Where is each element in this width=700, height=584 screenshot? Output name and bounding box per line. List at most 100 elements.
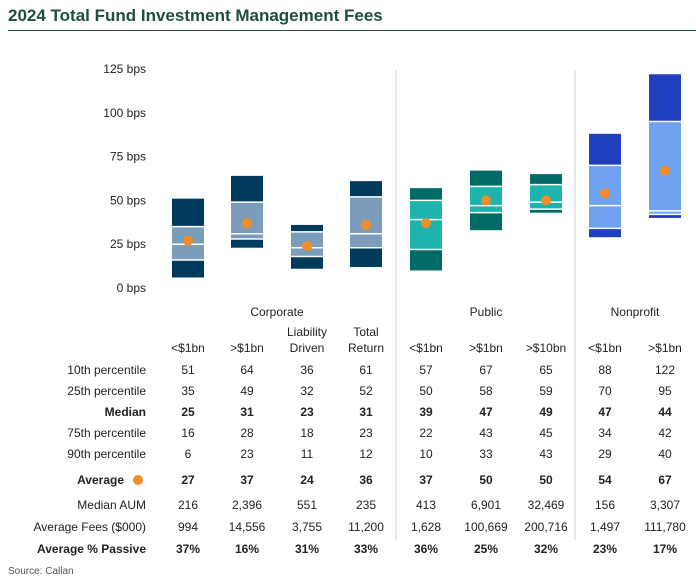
table-cell: 10 <box>419 447 433 461</box>
table-cell: 11 <box>301 447 314 461</box>
table-cell: 1,497 <box>590 520 620 534</box>
table-cell: 58 <box>479 384 493 398</box>
table-cell: 14,556 <box>229 520 266 534</box>
table-cell: 57 <box>419 363 433 377</box>
column-header: <$1bn <box>171 341 205 355</box>
box-upper-tail <box>291 224 323 232</box>
row-label: 90th percentile <box>67 447 146 461</box>
table-cell: 43 <box>539 447 553 461</box>
box-upper-tail <box>530 174 562 185</box>
column-header: >$1bn <box>648 341 682 355</box>
table-cell: 3,755 <box>292 520 322 534</box>
average-marker <box>481 195 491 206</box>
table-cell: 24 <box>300 473 314 487</box>
table-cell: 25 <box>181 405 195 419</box>
table-cell: 50 <box>419 384 433 398</box>
average-marker <box>183 235 193 246</box>
table-cell: 17% <box>653 542 677 556</box>
table-cell: 36 <box>300 363 314 377</box>
row-label: 10th percentile <box>67 363 146 377</box>
row-label: Average Fees ($000) <box>33 520 146 534</box>
table-cell: 2,396 <box>232 498 262 512</box>
group-label: Public <box>470 305 503 319</box>
table-cell: 65 <box>539 363 553 377</box>
table-cell: 32 <box>300 384 314 398</box>
column-header: >$10bn <box>526 341 566 355</box>
table-cell: 39 <box>419 405 433 419</box>
table-cell: 32,469 <box>528 498 565 512</box>
column-header: Total <box>353 325 378 339</box>
group-label: Corporate <box>250 305 304 319</box>
table-cell: 29 <box>598 447 612 461</box>
table-cell: 28 <box>240 426 254 440</box>
table-cell: 50 <box>479 473 493 487</box>
average-legend-marker <box>133 475 143 485</box>
table-cell: 40 <box>658 447 672 461</box>
column-header: Return <box>348 341 384 355</box>
title-rule <box>8 30 696 31</box>
box-upper-tail <box>649 74 681 122</box>
table-cell: 31 <box>240 405 254 419</box>
box-lower-tail <box>410 249 442 271</box>
table-cell: 33 <box>479 447 493 461</box>
table-cell: 3,307 <box>650 498 680 512</box>
box-lower-tail <box>291 256 323 269</box>
table-cell: 25% <box>474 542 498 556</box>
row-label: Average <box>77 473 124 487</box>
source-note: Source: Callan <box>8 566 74 577</box>
average-marker <box>302 240 312 251</box>
table-cell: 88 <box>598 363 612 377</box>
box-upper-tail <box>589 133 621 166</box>
table-cell: 54 <box>598 473 612 487</box>
table-cell: 44 <box>658 405 672 419</box>
table-cell: 6 <box>185 447 192 461</box>
y-tick-label: 0 bps <box>117 281 146 295</box>
box-upper-tail <box>350 181 382 197</box>
table-cell: 51 <box>181 363 195 377</box>
box-lower-tail <box>231 238 263 248</box>
table-cell: 37% <box>176 542 200 556</box>
y-tick-label: 100 bps <box>103 106 146 120</box>
table-cell: 27 <box>181 473 195 487</box>
table-cell: 1,628 <box>411 520 441 534</box>
table-cell: 413 <box>416 498 436 512</box>
table-cell: 49 <box>240 384 254 398</box>
group-label: Nonprofit <box>611 305 660 319</box>
average-marker <box>600 188 610 199</box>
table-cell: 23 <box>300 405 314 419</box>
table-cell: 34 <box>598 426 612 440</box>
box-lower-tail <box>172 259 204 278</box>
table-cell: 23% <box>593 542 617 556</box>
table-cell: 23 <box>359 426 373 440</box>
average-marker <box>660 165 670 176</box>
table-cell: 49 <box>539 405 553 419</box>
table-cell: 67 <box>658 473 672 487</box>
table-cell: 16% <box>235 542 259 556</box>
table-cell: 111,780 <box>644 520 686 534</box>
box-upper-tail <box>231 175 263 203</box>
table-cell: 156 <box>595 498 615 512</box>
table-cell: 100,669 <box>464 520 508 534</box>
table-cell: 12 <box>359 447 373 461</box>
row-label: Median <box>105 405 146 419</box>
average-marker <box>361 219 371 230</box>
column-header: >$1bn <box>230 341 264 355</box>
row-label: 75th percentile <box>67 426 146 440</box>
box-upper-tail <box>172 198 204 227</box>
table-cell: 11,200 <box>348 520 384 534</box>
table-cell: 59 <box>539 384 553 398</box>
box-upper-tail <box>470 170 502 187</box>
average-marker <box>541 195 551 206</box>
table-cell: 23 <box>240 447 254 461</box>
average-marker <box>242 218 252 229</box>
table-cell: 216 <box>178 498 198 512</box>
table-cell: 33% <box>354 542 378 556</box>
table-cell: 64 <box>240 363 254 377</box>
y-tick-label: 75 bps <box>110 150 146 164</box>
table-cell: 47 <box>598 405 612 419</box>
table-cell: 50 <box>539 473 553 487</box>
row-label: 25th percentile <box>67 384 146 398</box>
table-cell: 36% <box>414 542 438 556</box>
table-cell: 35 <box>181 384 195 398</box>
